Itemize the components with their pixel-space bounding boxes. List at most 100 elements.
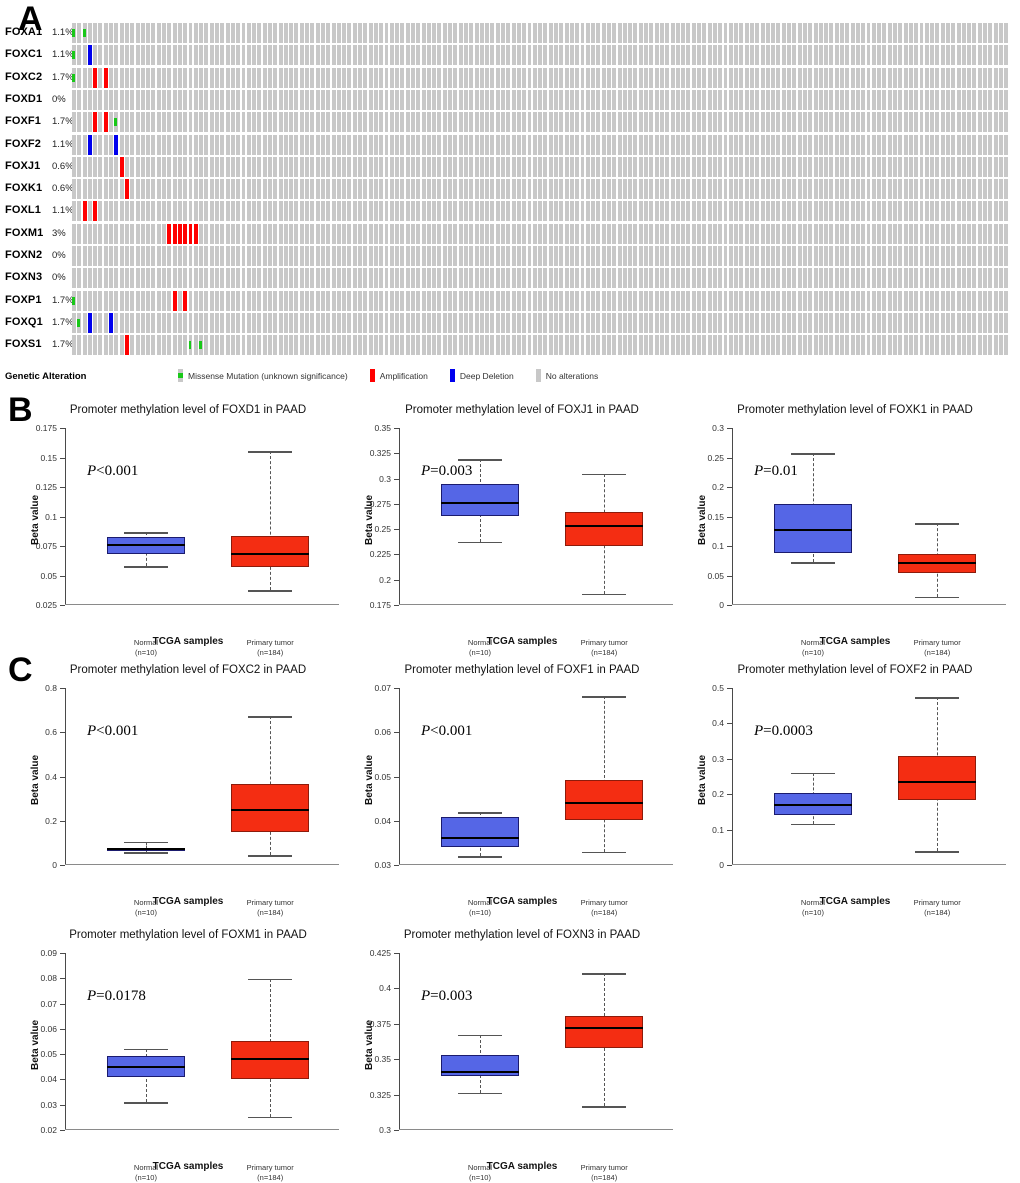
alteration-cell[interactable] — [501, 246, 505, 266]
alteration-cell[interactable] — [861, 223, 866, 244]
alteration-cell[interactable] — [919, 201, 924, 222]
alteration-cell[interactable] — [697, 290, 701, 311]
alteration-cell[interactable] — [506, 179, 511, 200]
alteration-cell[interactable] — [289, 201, 294, 222]
alteration-cell[interactable] — [82, 134, 87, 155]
alteration-cell[interactable] — [543, 134, 548, 155]
alteration-cell[interactable] — [368, 179, 373, 200]
alteration-cell[interactable] — [167, 89, 172, 110]
alteration-cell[interactable] — [961, 45, 966, 66]
alteration-cell[interactable] — [697, 179, 701, 200]
alteration-cell[interactable] — [585, 201, 590, 222]
alteration-cell[interactable] — [151, 45, 156, 66]
alteration-cell[interactable] — [871, 268, 876, 289]
alteration-cell[interactable] — [792, 67, 797, 88]
alteration-cell[interactable] — [956, 67, 961, 88]
alteration-cell[interactable] — [236, 89, 241, 110]
alteration-cell[interactable] — [712, 134, 717, 155]
alteration-cell[interactable] — [750, 156, 754, 177]
alteration-cell[interactable] — [998, 179, 1003, 200]
alteration-cell[interactable] — [479, 223, 484, 244]
alteration-cell[interactable] — [813, 67, 818, 88]
alteration-cell[interactable] — [432, 246, 437, 266]
alteration-cell[interactable] — [765, 268, 770, 289]
alteration-cell[interactable] — [776, 45, 781, 66]
alteration-cell[interactable] — [119, 290, 124, 311]
alteration-cell[interactable] — [569, 134, 574, 155]
alteration-cell[interactable] — [87, 179, 92, 200]
alteration-cell[interactable] — [188, 179, 193, 200]
alteration-cell[interactable] — [569, 201, 574, 222]
alteration-cell[interactable] — [956, 223, 961, 244]
alteration-cell[interactable] — [718, 268, 723, 289]
alteration-cell[interactable] — [654, 246, 659, 266]
alteration-cell[interactable] — [384, 268, 389, 289]
alteration-cell[interactable] — [898, 156, 903, 177]
alteration-cell[interactable] — [114, 201, 119, 222]
alteration-cell[interactable] — [977, 134, 982, 155]
alteration-cell[interactable] — [469, 290, 474, 311]
alteration-cell[interactable] — [628, 134, 633, 155]
alteration-cell[interactable] — [532, 268, 537, 289]
alteration-cell[interactable] — [697, 134, 701, 155]
alteration-cell[interactable] — [956, 134, 961, 155]
alteration-cell[interactable] — [638, 223, 643, 244]
alteration-cell[interactable] — [765, 201, 770, 222]
alteration-cell[interactable] — [516, 312, 521, 333]
alteration-cell[interactable] — [961, 67, 966, 88]
alteration-cell[interactable] — [278, 67, 283, 88]
alteration-cell[interactable] — [172, 201, 177, 222]
alteration-cell[interactable] — [273, 156, 278, 177]
alteration-cell[interactable] — [93, 201, 98, 222]
alteration-cell[interactable] — [506, 312, 511, 333]
alteration-cell[interactable] — [543, 223, 548, 244]
alteration-cell[interactable] — [935, 201, 940, 222]
box-tumor[interactable] — [898, 756, 977, 800]
alteration-cell[interactable] — [82, 335, 87, 356]
alteration-cell[interactable] — [405, 312, 410, 333]
alteration-cell[interactable] — [945, 246, 950, 266]
alteration-cell[interactable] — [358, 223, 362, 244]
alteration-cell[interactable] — [967, 335, 972, 356]
alteration-cell[interactable] — [940, 89, 945, 110]
alteration-cell[interactable] — [776, 134, 781, 155]
alteration-cell[interactable] — [379, 179, 384, 200]
alteration-cell[interactable] — [527, 335, 532, 356]
alteration-cell[interactable] — [898, 268, 903, 289]
alteration-cell[interactable] — [426, 23, 431, 43]
alteration-cell[interactable] — [352, 134, 357, 155]
alteration-cell[interactable] — [871, 223, 876, 244]
alteration-cell[interactable] — [771, 156, 776, 177]
alteration-cell[interactable] — [601, 134, 606, 155]
alteration-cell[interactable] — [246, 45, 251, 66]
alteration-cell[interactable] — [358, 201, 362, 222]
alteration-cell[interactable] — [697, 312, 701, 333]
alteration-cell[interactable] — [887, 268, 892, 289]
alteration-cell[interactable] — [744, 89, 749, 110]
alteration-cell[interactable] — [792, 312, 797, 333]
alteration-cell[interactable] — [405, 45, 410, 66]
alteration-cell[interactable] — [649, 312, 654, 333]
alteration-cell[interactable] — [559, 45, 564, 66]
alteration-cell[interactable] — [840, 23, 844, 43]
alteration-cell[interactable] — [114, 156, 119, 177]
alteration-cell[interactable] — [400, 89, 405, 110]
alteration-cell[interactable] — [310, 290, 315, 311]
alteration-cell[interactable] — [824, 23, 829, 43]
alteration-cell[interactable] — [257, 335, 262, 356]
alteration-cell[interactable] — [305, 335, 310, 356]
alteration-cell[interactable] — [72, 23, 76, 43]
alteration-cell[interactable] — [559, 290, 564, 311]
alteration-cell[interactable] — [426, 45, 431, 66]
alteration-cell[interactable] — [109, 201, 114, 222]
alteration-cell[interactable] — [951, 290, 956, 311]
alteration-cell[interactable] — [840, 112, 844, 133]
alteration-cell[interactable] — [188, 45, 193, 66]
alteration-cell[interactable] — [956, 112, 961, 133]
alteration-cell[interactable] — [389, 223, 394, 244]
alteration-cell[interactable] — [156, 290, 161, 311]
alteration-cell[interactable] — [855, 223, 860, 244]
alteration-cell[interactable] — [373, 89, 378, 110]
alteration-cell[interactable] — [569, 223, 574, 244]
alteration-cell[interactable] — [776, 268, 781, 289]
